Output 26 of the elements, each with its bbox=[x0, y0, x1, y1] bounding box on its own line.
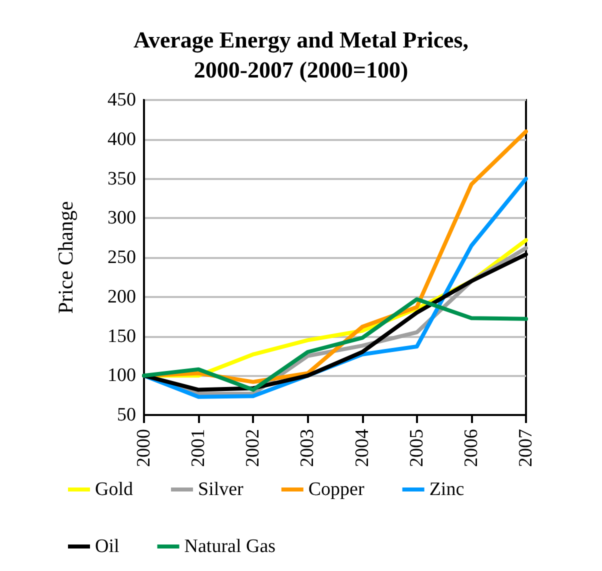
y-tick-label: 150 bbox=[108, 326, 136, 347]
legend-label: Gold bbox=[95, 479, 134, 500]
x-tick-label: 2006 bbox=[460, 429, 482, 467]
y-tick-label: 450 bbox=[108, 90, 136, 110]
y-tick-label: 300 bbox=[108, 208, 136, 229]
x-tick-label: 2004 bbox=[352, 428, 373, 467]
legend-label: Silver bbox=[198, 479, 244, 500]
legend-label: Oil bbox=[95, 536, 120, 557]
x-tick-label: 2007 bbox=[516, 429, 536, 467]
legend-label: Natural Gas bbox=[184, 536, 276, 557]
y-tick-label: 200 bbox=[108, 286, 136, 308]
y-tick-label: 100 bbox=[108, 365, 136, 386]
y-tick-label: 400 bbox=[108, 128, 136, 150]
legend-label: Copper bbox=[308, 479, 365, 500]
x-tick-label: 2003 bbox=[297, 429, 318, 467]
x-tick-label: 2001 bbox=[188, 429, 210, 467]
legend-label: Zinc bbox=[429, 479, 464, 500]
x-tick-label: 2002 bbox=[242, 429, 264, 467]
line-series bbox=[142, 297, 528, 392]
x-tick-label: 2005 bbox=[406, 429, 428, 467]
y-tick-label: 350 bbox=[108, 168, 136, 190]
x-tick-label: 2000 bbox=[134, 429, 154, 467]
y-tick-label: 250 bbox=[108, 247, 136, 268]
y-tick-label: 50 bbox=[117, 404, 136, 426]
y-axis-title: Price Change bbox=[54, 201, 78, 314]
chart-title: Average Energy and Metal Prices, 2000-2007 (2000=100) bbox=[134, 28, 468, 82]
